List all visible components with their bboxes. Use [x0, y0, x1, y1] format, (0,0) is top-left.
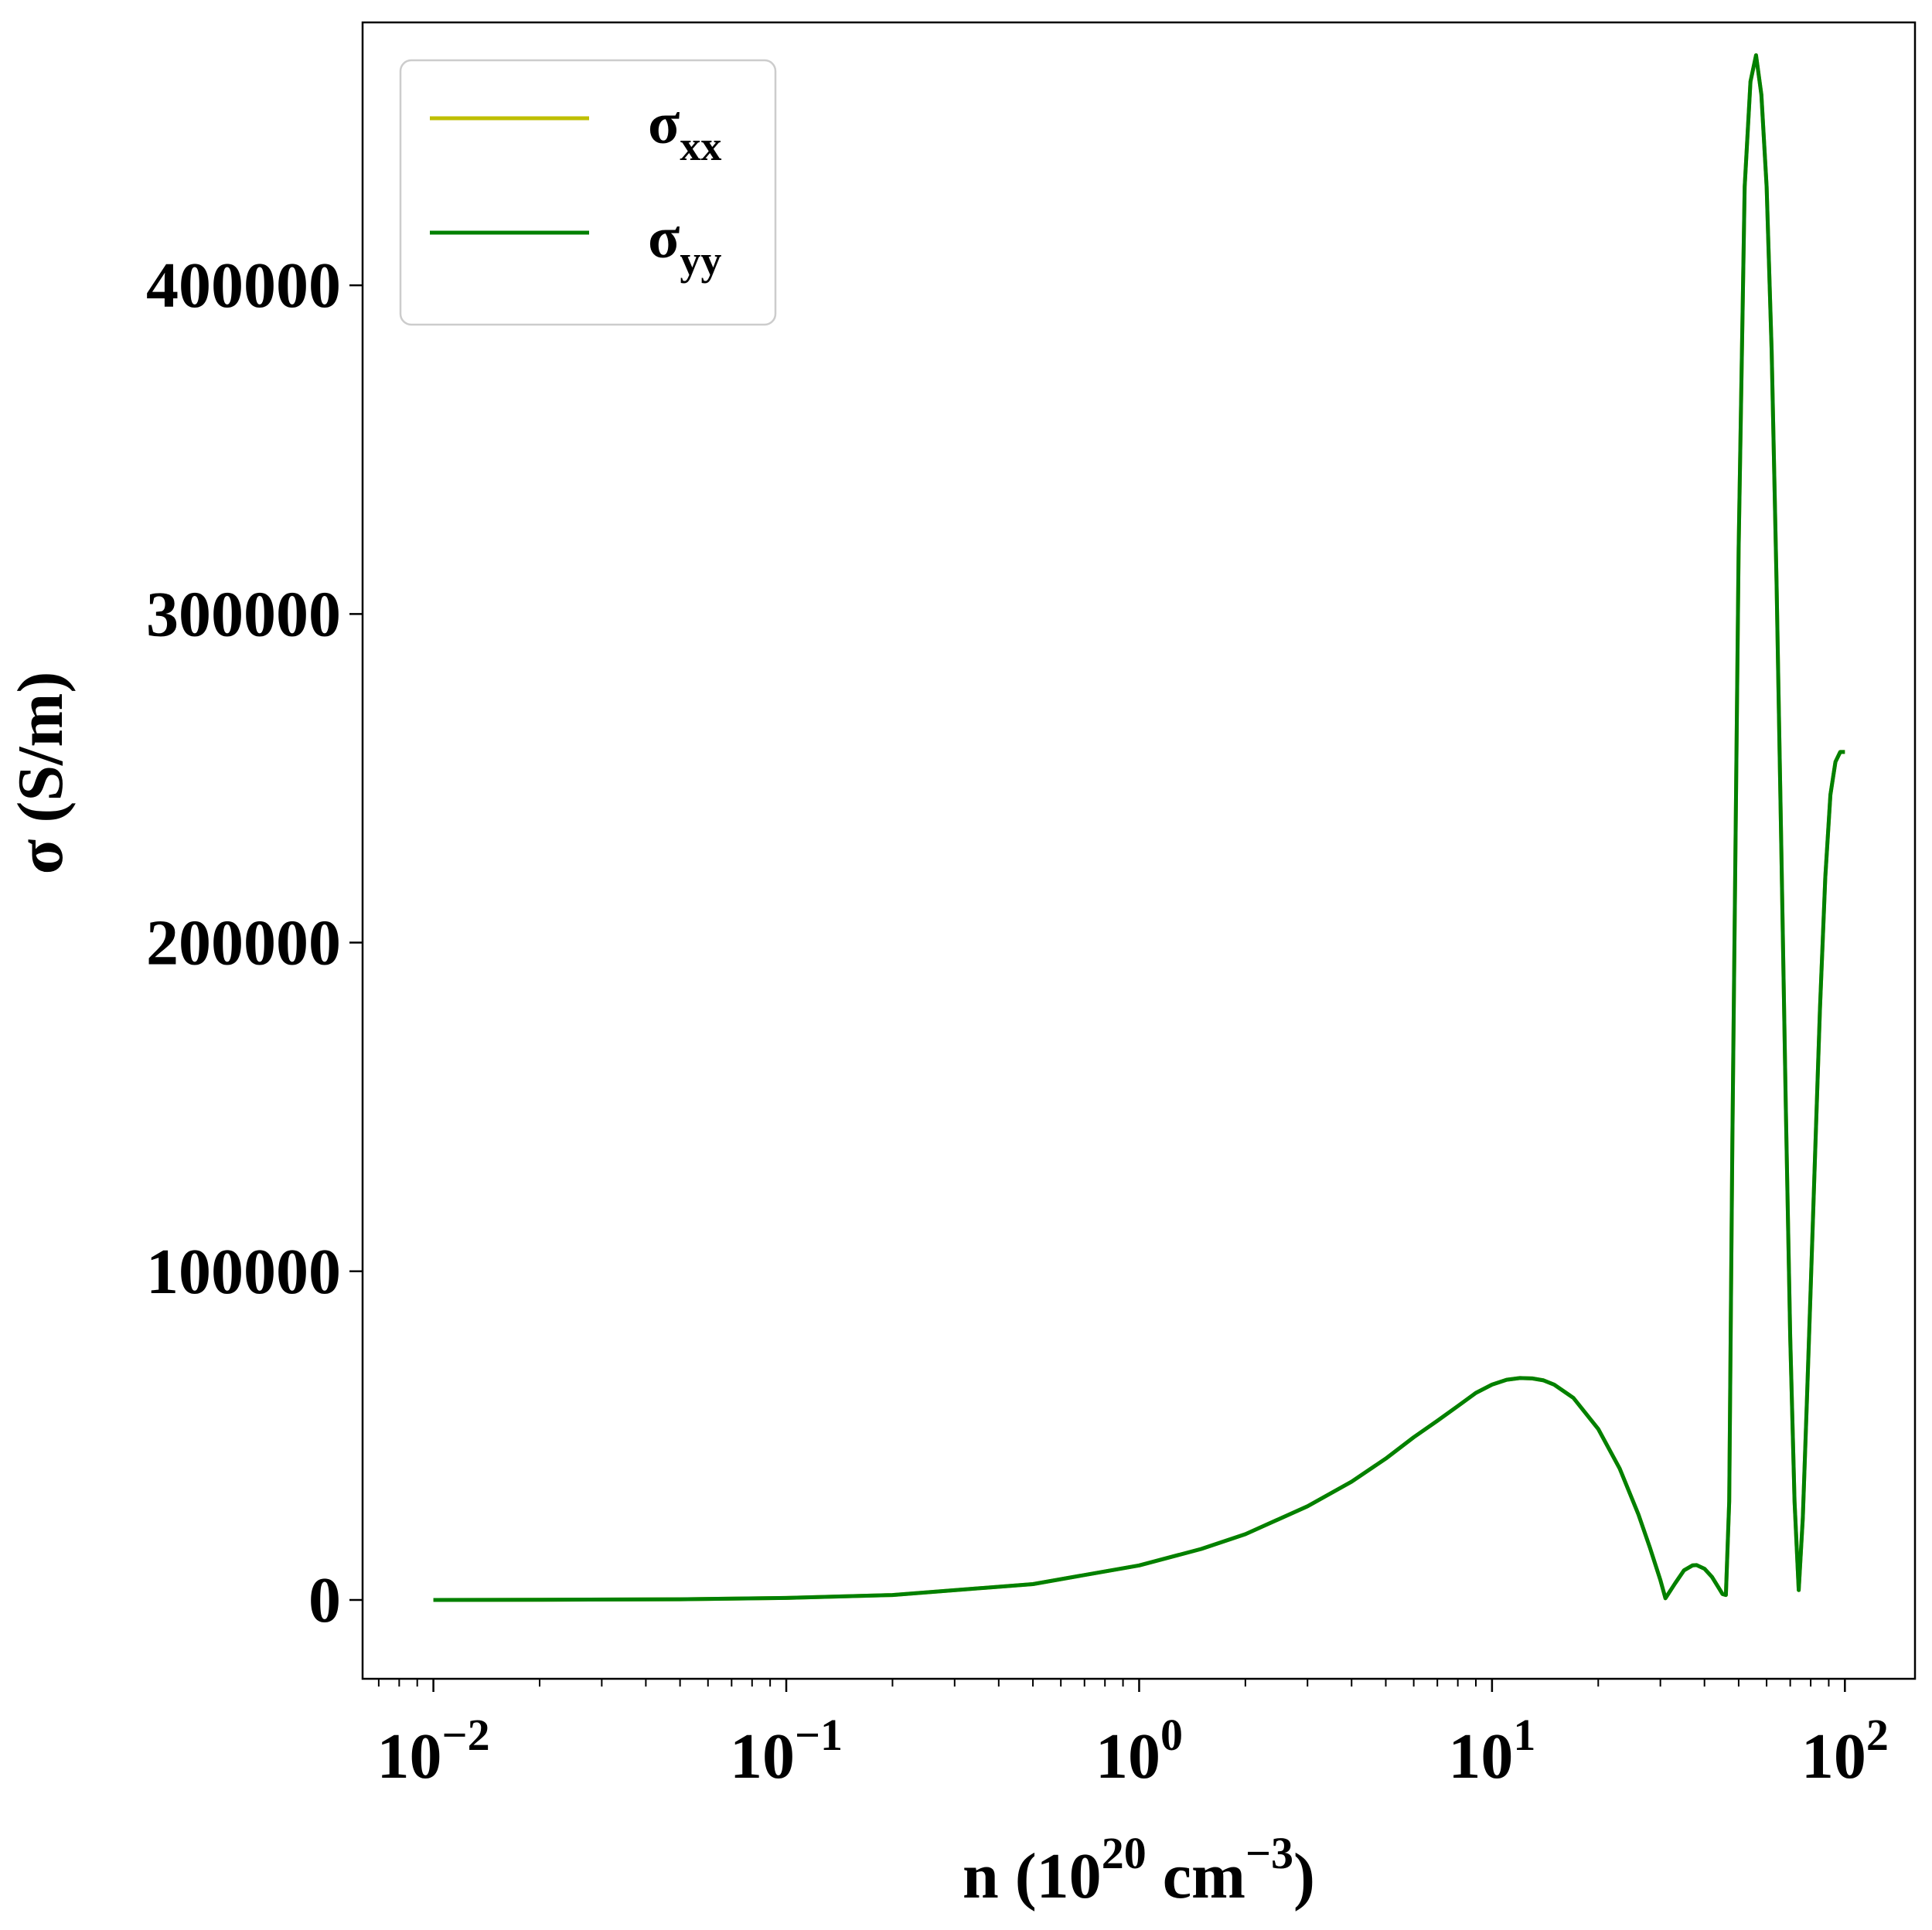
- x-tick-label-base: 10: [730, 1721, 795, 1792]
- x-tick-label-exponent: 2: [1866, 1710, 1889, 1760]
- legend-label-sigma-xx-symbol: σ: [648, 91, 680, 156]
- x-tick-label: 10−2: [377, 1710, 490, 1792]
- y-tick-label: 300000: [146, 578, 341, 650]
- x-axis-label-end: ): [1293, 1840, 1315, 1912]
- legend: σxx σyy: [399, 59, 777, 326]
- x-axis-label-middle: cm: [1147, 1840, 1245, 1912]
- x-tick-label-base: 10: [377, 1721, 442, 1792]
- y-tick-label: 100000: [146, 1236, 341, 1308]
- series-group: [433, 53, 1845, 1602]
- x-tick-label-exponent: 0: [1160, 1710, 1183, 1760]
- x-tick-label-exponent: −1: [795, 1710, 843, 1760]
- y-axis-ticks: 0 100000 200000 300000 400000: [146, 250, 363, 1636]
- y-tick-label: 400000: [146, 250, 341, 322]
- x-axis-label-exponent-2: −3: [1245, 1828, 1293, 1878]
- legend-label-sigma-yy-subscript: yy: [680, 237, 721, 284]
- legend-box: [399, 59, 777, 326]
- x-tick-label-exponent: 1: [1513, 1710, 1535, 1760]
- x-tick-label-base: 10: [1448, 1721, 1513, 1792]
- series-line-sigma-yy: [433, 53, 1845, 1602]
- x-tick-label: 10−1: [730, 1710, 843, 1792]
- x-tick-label: 101: [1448, 1710, 1535, 1792]
- y-axis-label: σ (S/m): [5, 672, 77, 875]
- x-axis-ticks: 10−2 10−1 100 101 102: [377, 1679, 1889, 1792]
- x-tick-label-base: 10: [1801, 1721, 1866, 1792]
- x-tick-label-base: 10: [1095, 1721, 1160, 1792]
- legend-label-sigma-yy: σyy: [648, 206, 721, 284]
- x-axis-label-exponent-1: 20: [1102, 1828, 1147, 1878]
- legend-label-sigma-xx: σxx: [648, 91, 721, 169]
- x-tick-label: 100: [1095, 1710, 1183, 1792]
- y-tick-label: 200000: [146, 907, 341, 979]
- y-tick-label: 0: [308, 1564, 341, 1636]
- x-tick-label: 102: [1801, 1710, 1889, 1792]
- legend-label-sigma-yy-symbol: σ: [648, 206, 680, 271]
- legend-label-sigma-xx-subscript: xx: [680, 123, 721, 169]
- x-axis-label: n (1020 cm−3): [963, 1828, 1315, 1912]
- x-axis-label-base: n (10: [963, 1840, 1102, 1912]
- x-tick-label-exponent: −2: [442, 1710, 490, 1760]
